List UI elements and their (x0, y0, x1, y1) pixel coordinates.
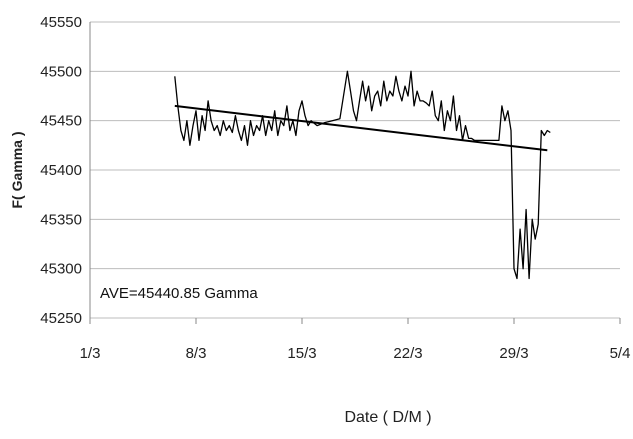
x-tick-label-29/3: 29/3 (499, 345, 528, 362)
measured-series-line (174, 70, 551, 280)
average-annotation: AVE=45440.85 Gamma (100, 285, 258, 302)
x-tick-labels: 1/3 8/3 15/3 22/3 29/3 5/4 (80, 345, 631, 362)
x-axis-title: Date ( D/M ) (344, 409, 431, 426)
y-tick-label-45300: 45300 (40, 261, 82, 278)
x-tick-label-5/4: 5/4 (610, 345, 631, 362)
y-tick-label-45500: 45500 (40, 63, 82, 80)
y-tick-label-45350: 45350 (40, 211, 82, 228)
x-tick-label-15/3: 15/3 (287, 345, 316, 362)
y-tick-label-45250: 45250 (40, 310, 82, 327)
y-tick-labels: 45250 45300 45350 45400 45450 45500 45550 (40, 14, 82, 327)
trend-line (174, 104, 548, 152)
series-group (174, 70, 551, 280)
x-tick-marks (89, 318, 621, 324)
x-tick-label-1/3: 1/3 (80, 345, 101, 362)
x-tick-label-8/3: 8/3 (186, 345, 207, 362)
y-tick-label-45400: 45400 (40, 162, 82, 179)
horizontal-gridlines (90, 21, 620, 319)
y-tick-label-45550: 45550 (40, 14, 82, 31)
y-axis-title: F( Gamma ) (9, 131, 25, 208)
y-tick-label-45450: 45450 (40, 113, 82, 130)
x-tick-label-22/3: 22/3 (393, 345, 422, 362)
